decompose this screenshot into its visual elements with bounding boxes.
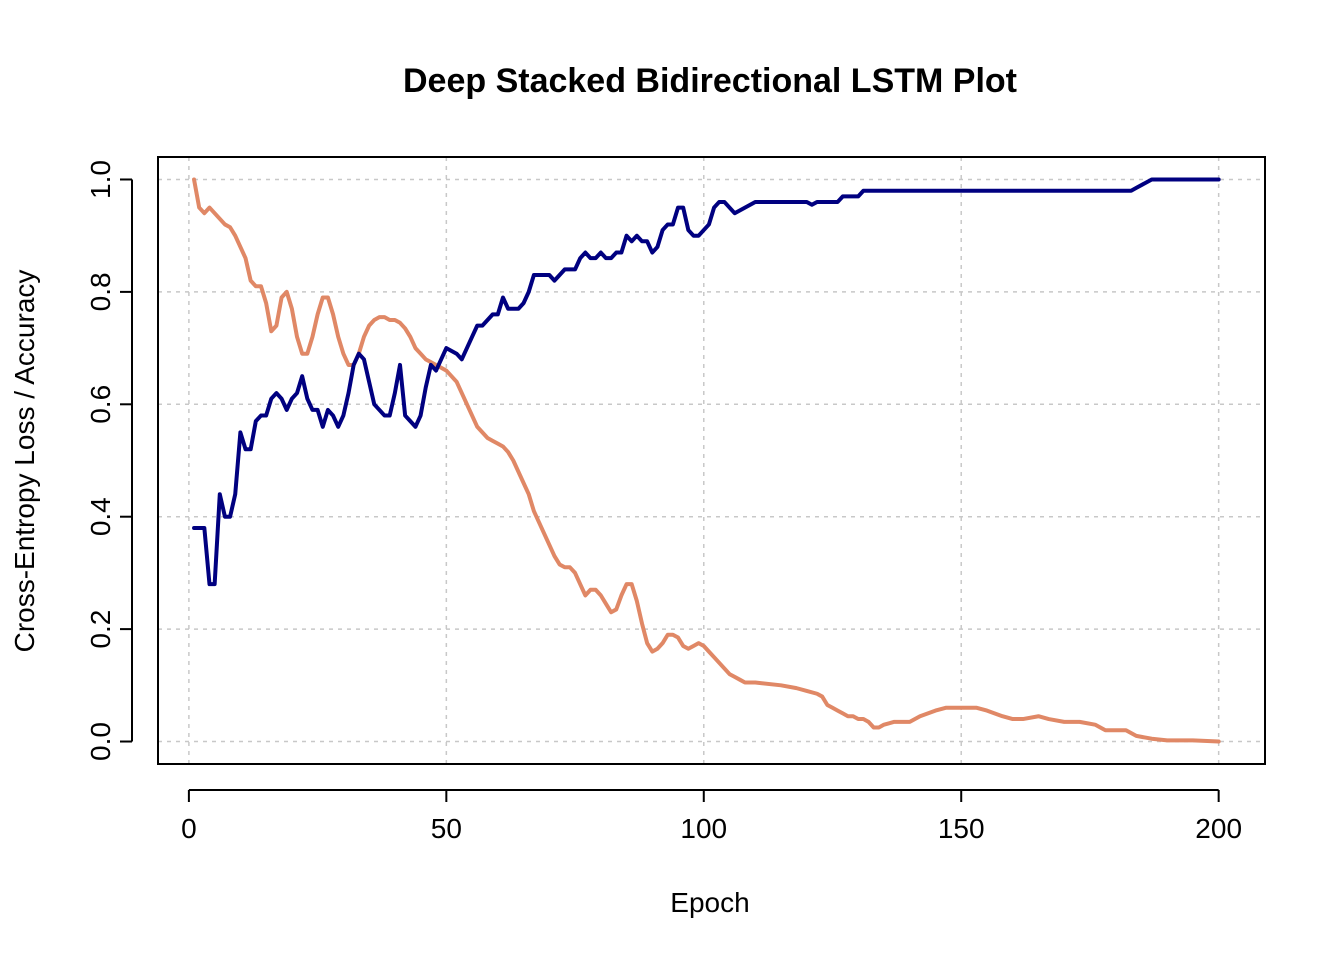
y-tick-label-0: 0.0 [85,722,116,761]
series-line-cross-entropy-loss [194,179,1219,741]
x-tick-label-0: 0 [181,813,197,844]
chart-title: Deep Stacked Bidirectional LSTM Plot [403,62,1017,100]
y-tick-label-5: 1.0 [85,160,116,199]
y-tick-label-4: 0.8 [85,272,116,311]
series-line-accuracy [194,179,1219,584]
plot-frame [158,157,1265,764]
y-tick-label-1: 0.2 [85,610,116,649]
series-layer [194,179,1219,741]
x-tick-label-3: 150 [938,813,985,844]
y-tick-label-3: 0.6 [85,385,116,424]
x-axis: 0 50 100 150 200 [181,790,1242,844]
x-tick-label-4: 200 [1195,813,1242,844]
x-tick-label-1: 50 [431,813,462,844]
y-axis-label: Cross-Entropy Loss / Accuracy [9,270,40,653]
y-tick-label-2: 0.4 [85,497,116,536]
grid-layer [158,157,1265,764]
y-axis: 0.0 0.2 0.4 0.6 0.8 1.0 [85,160,132,761]
x-axis-label: Epoch [670,887,749,918]
x-tick-label-2: 100 [680,813,727,844]
